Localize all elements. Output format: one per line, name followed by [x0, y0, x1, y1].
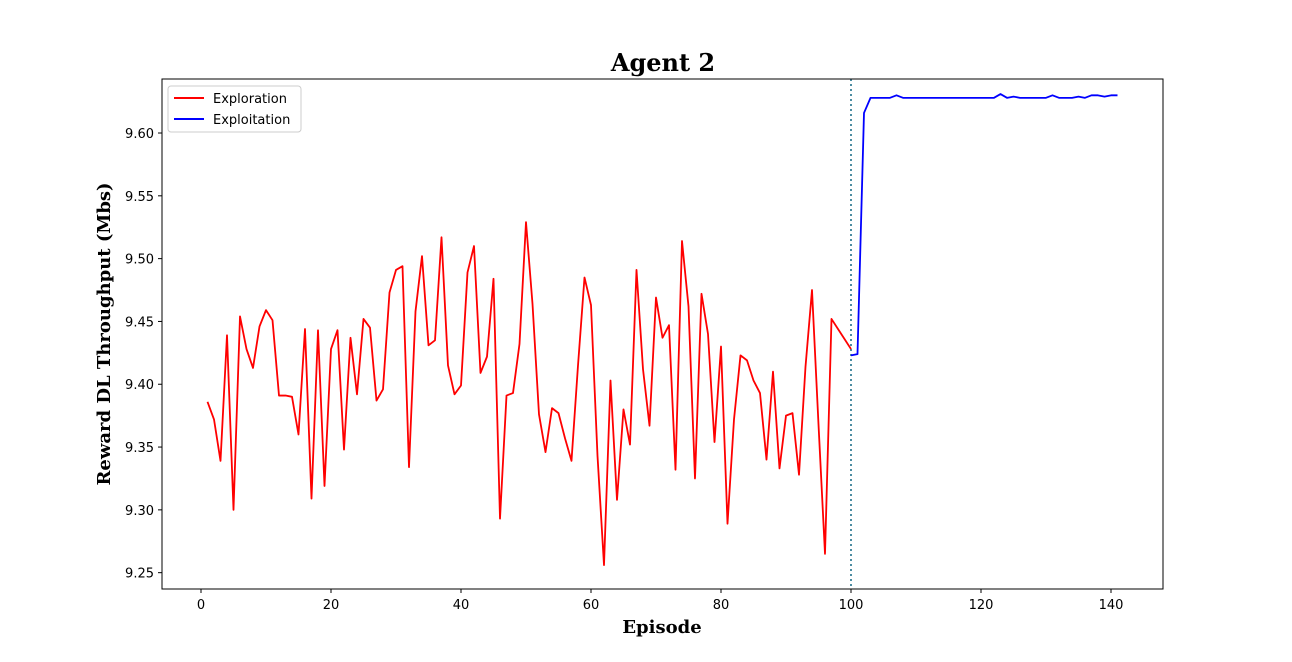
x-tick-label: 20 [323, 598, 340, 613]
chart-title: Agent 2 [610, 48, 715, 77]
plot-area [206, 79, 1118, 589]
x-tick-label: 80 [713, 598, 730, 613]
y-tick-label: 9.50 [125, 253, 154, 268]
x-axis-label: Episode [622, 617, 701, 638]
legend-label-exploitation: Exploitation [213, 113, 290, 128]
x-tick-label: 120 [969, 598, 994, 613]
plot-frame [161, 78, 1164, 590]
y-tick-label: 9.45 [125, 315, 154, 330]
y-tick-label: 9.60 [125, 127, 154, 142]
y-axis: 9.25 9.30 9.35 9.40 9.45 9.50 9.55 9.60 [125, 127, 162, 582]
series-line-exploitation [850, 93, 1118, 357]
y-axis-label: Reward DL Throughput (Mbs) [94, 182, 115, 485]
y-tick-label: 9.40 [125, 378, 154, 393]
series-line-exploration [206, 221, 852, 567]
y-tick-label: 9.35 [125, 441, 154, 456]
x-tick-label: 140 [1099, 598, 1124, 613]
y-tick-label: 9.25 [125, 567, 154, 582]
x-tick-label: 40 [453, 598, 470, 613]
x-tick-label: 0 [197, 598, 205, 613]
x-tick-label: 100 [839, 598, 864, 613]
x-axis: 0 20 40 60 80 100 120 140 [197, 589, 1124, 613]
legend: Exploration Exploitation [167, 85, 302, 133]
x-tick-label: 60 [583, 598, 600, 613]
y-tick-label: 9.30 [125, 504, 154, 519]
legend-label-exploration: Exploration [213, 92, 287, 107]
y-tick-label: 9.55 [125, 190, 154, 205]
